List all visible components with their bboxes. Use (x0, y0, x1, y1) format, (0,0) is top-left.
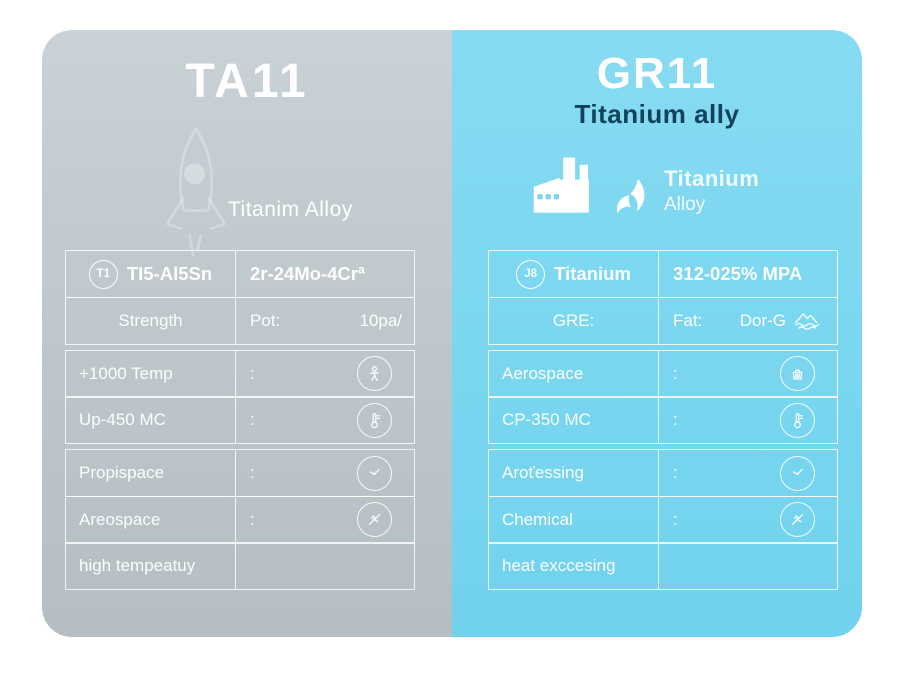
right-table-group-3: Aroťessing : Chemical : (488, 449, 838, 590)
row-label: CP-350 MC (489, 397, 659, 443)
right-header-value-cell: 312-025% MPA (659, 251, 837, 297)
spec-table-right: J8 Titanium 312-025% MPA GRE: Fat: Dor-G (488, 250, 838, 595)
row-label: +1000 Temp (66, 350, 236, 397)
row-label: Propispace (66, 450, 236, 496)
illustration-caption: Titanium Alloy (664, 166, 759, 216)
row-value-cell: Fat: Dor-G (659, 298, 837, 344)
row-label: Areospace (66, 496, 236, 543)
row-value-cell: : (659, 397, 837, 443)
person-gauge-icon (357, 356, 392, 391)
left-header-name: TI5-Al5Sn (126, 263, 213, 284)
illustration-group: Titanium Alloy (526, 152, 759, 220)
table-row: Strength Pot: 10pa/ (65, 296, 415, 345)
wave-icon (608, 176, 652, 220)
table-row: J8 Titanium 312-025% MPA (488, 250, 838, 298)
table-row: Propispace : (65, 449, 415, 497)
factory-icon (526, 152, 604, 220)
table-row: Areospace : (65, 495, 415, 544)
table-row: T1 TI5-Al5Sn 2r-24Mo-4Crª (65, 250, 415, 298)
table-row: CP-350 MC : (488, 396, 838, 444)
plane-icon (780, 502, 815, 537)
right-header-cell: J8 Titanium (489, 251, 659, 297)
table-row: high tempeatuy (65, 542, 415, 590)
table-row: GRE: Fat: Dor-G (488, 296, 838, 345)
left-table-group-2: +1000 Temp : Up-450 MC : (65, 349, 415, 444)
row-key: : (673, 463, 678, 482)
row-key: : (250, 410, 255, 429)
row-value-cell: : (236, 397, 414, 443)
j8-badge: J8 (516, 259, 546, 289)
table-row: Up-450 MC : (65, 396, 415, 444)
left-panel-title: TA11 (185, 55, 309, 108)
speedometer-icon (357, 455, 392, 491)
caption-line1: Titanium (664, 166, 760, 191)
row-key: : (673, 410, 678, 429)
row-value-cell: Pot: 10pa/ (236, 298, 414, 344)
row-value-cell: : (659, 450, 837, 496)
thermometer-icon (780, 402, 815, 438)
right-header-value: 312-025% MPA (673, 263, 803, 284)
left-header-value: 2r-24Mo-4Crª (250, 263, 365, 284)
row-key: : (250, 509, 255, 529)
row-label: heat exccesing (489, 543, 659, 589)
row-key: : (250, 363, 255, 383)
plane-icon (357, 502, 392, 537)
right-header-name: Titanium (554, 263, 631, 284)
row-label: Aerospace (489, 350, 659, 397)
row-label: Strength (66, 297, 236, 344)
row-value-cell (236, 543, 414, 589)
caption-line2: Alloy (664, 194, 706, 215)
row-value-cell: : (659, 497, 837, 543)
row-key: : (250, 463, 255, 482)
row-key: : (673, 363, 678, 383)
t1-badge: T1 (88, 259, 118, 289)
right-panel-subtitle: Titanium ally (574, 99, 740, 129)
panel-ta11: TA11 Titanim Alloy T1 TI5-Al5Sn 2r-24Mo-… (42, 30, 452, 637)
left-header-value-cell: 2r-24Mo-4Crª (236, 251, 414, 297)
table-row: +1000 Temp : (65, 349, 415, 398)
table-row: heat exccesing (488, 542, 838, 590)
right-table-group-1: J8 Titanium 312-025% MPA GRE: Fat: Dor-G (488, 250, 838, 345)
table-row: Chemical : (488, 495, 838, 544)
thermometer-icon (357, 402, 392, 438)
speedometer-icon (780, 455, 815, 491)
left-header-cell: T1 TI5-Al5Sn (66, 251, 236, 297)
left-table-group-1: T1 TI5-Al5Sn 2r-24Mo-4Crª Strength Pot: … (65, 250, 415, 345)
left-panel-subtitle: Titanim Alloy (228, 198, 353, 221)
row-value-cell: : (236, 450, 414, 496)
mountain-wave-icon (793, 310, 825, 331)
left-table-group-3: Propispace : Areospace : (65, 449, 415, 590)
row-value-cell: : (236, 351, 414, 397)
basket-icon (780, 356, 815, 391)
table-row: Aroťessing : (488, 449, 838, 497)
right-table-group-2: Aerospace : CP-350 MC : (488, 349, 838, 444)
row-label: GRE: (489, 297, 659, 344)
panel-gr11: GR11 Titanium ally Titanium Alloy J8 Tit… (452, 30, 862, 637)
row-label: Chemical (489, 496, 659, 543)
row-value-cell: : (236, 497, 414, 543)
row-label: Aroťessing (489, 450, 659, 496)
row-label: high tempeatuy (66, 543, 236, 589)
right-panel-title: GR11 (596, 49, 718, 98)
row-label: Up-450 MC (66, 397, 236, 443)
table-row: Aerospace : (488, 349, 838, 398)
row-value-cell (659, 543, 837, 589)
row-key: Pot: (250, 310, 281, 330)
row-value: Dor-G (739, 310, 786, 330)
row-key: : (673, 509, 678, 529)
row-value-cell: : (659, 351, 837, 397)
spec-table-left: T1 TI5-Al5Sn 2r-24Mo-4Crª Strength Pot: … (65, 250, 415, 595)
row-key: Fat: (673, 310, 703, 330)
row-value: 10pa/ (359, 310, 402, 330)
